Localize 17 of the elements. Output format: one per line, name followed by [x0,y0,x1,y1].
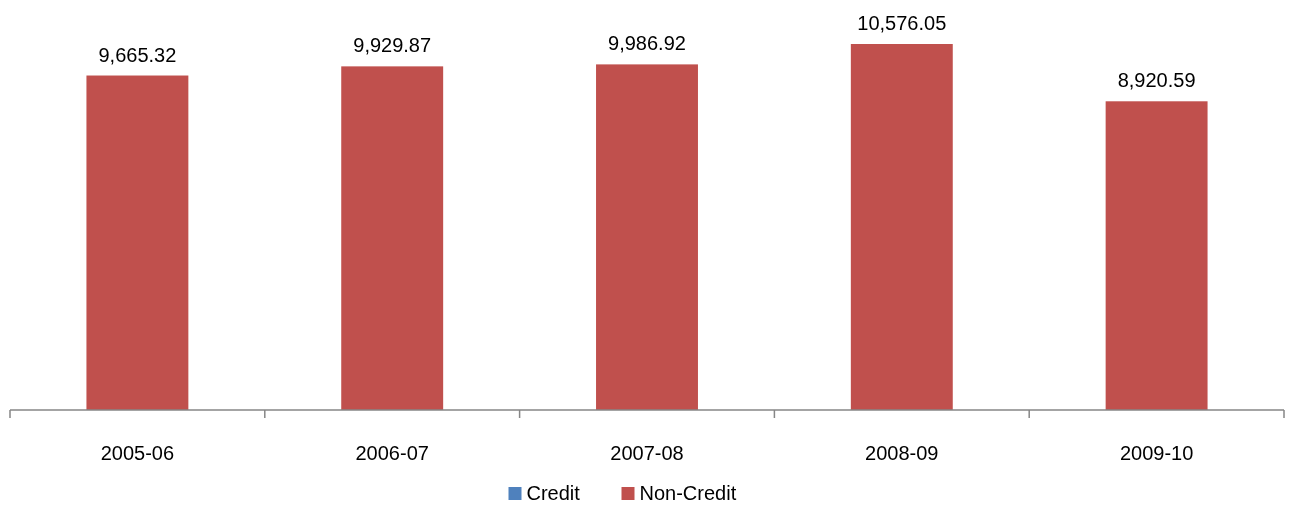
legend-label: Non-Credit [639,482,737,504]
data-label: 9,665.32 [98,43,177,66]
legend-label: Credit [526,482,581,504]
x-tick-label: 2005-06 [100,442,175,464]
bar [1105,101,1208,410]
x-tick-label: 2009-10 [1119,442,1194,464]
bar [850,44,953,410]
data-label: 8,920.59 [1117,69,1196,92]
data-label: 9,929.87 [353,34,432,57]
x-tick-label: 2007-08 [610,442,684,464]
bar [341,66,444,410]
x-tick-label: 2008-09 [865,442,939,464]
data-label: 10,576.05 [857,12,947,34]
data-label: 9,986.92 [608,32,686,55]
bar [596,64,698,410]
bar [86,75,189,410]
x-tick-label: 2006-07 [355,442,429,464]
